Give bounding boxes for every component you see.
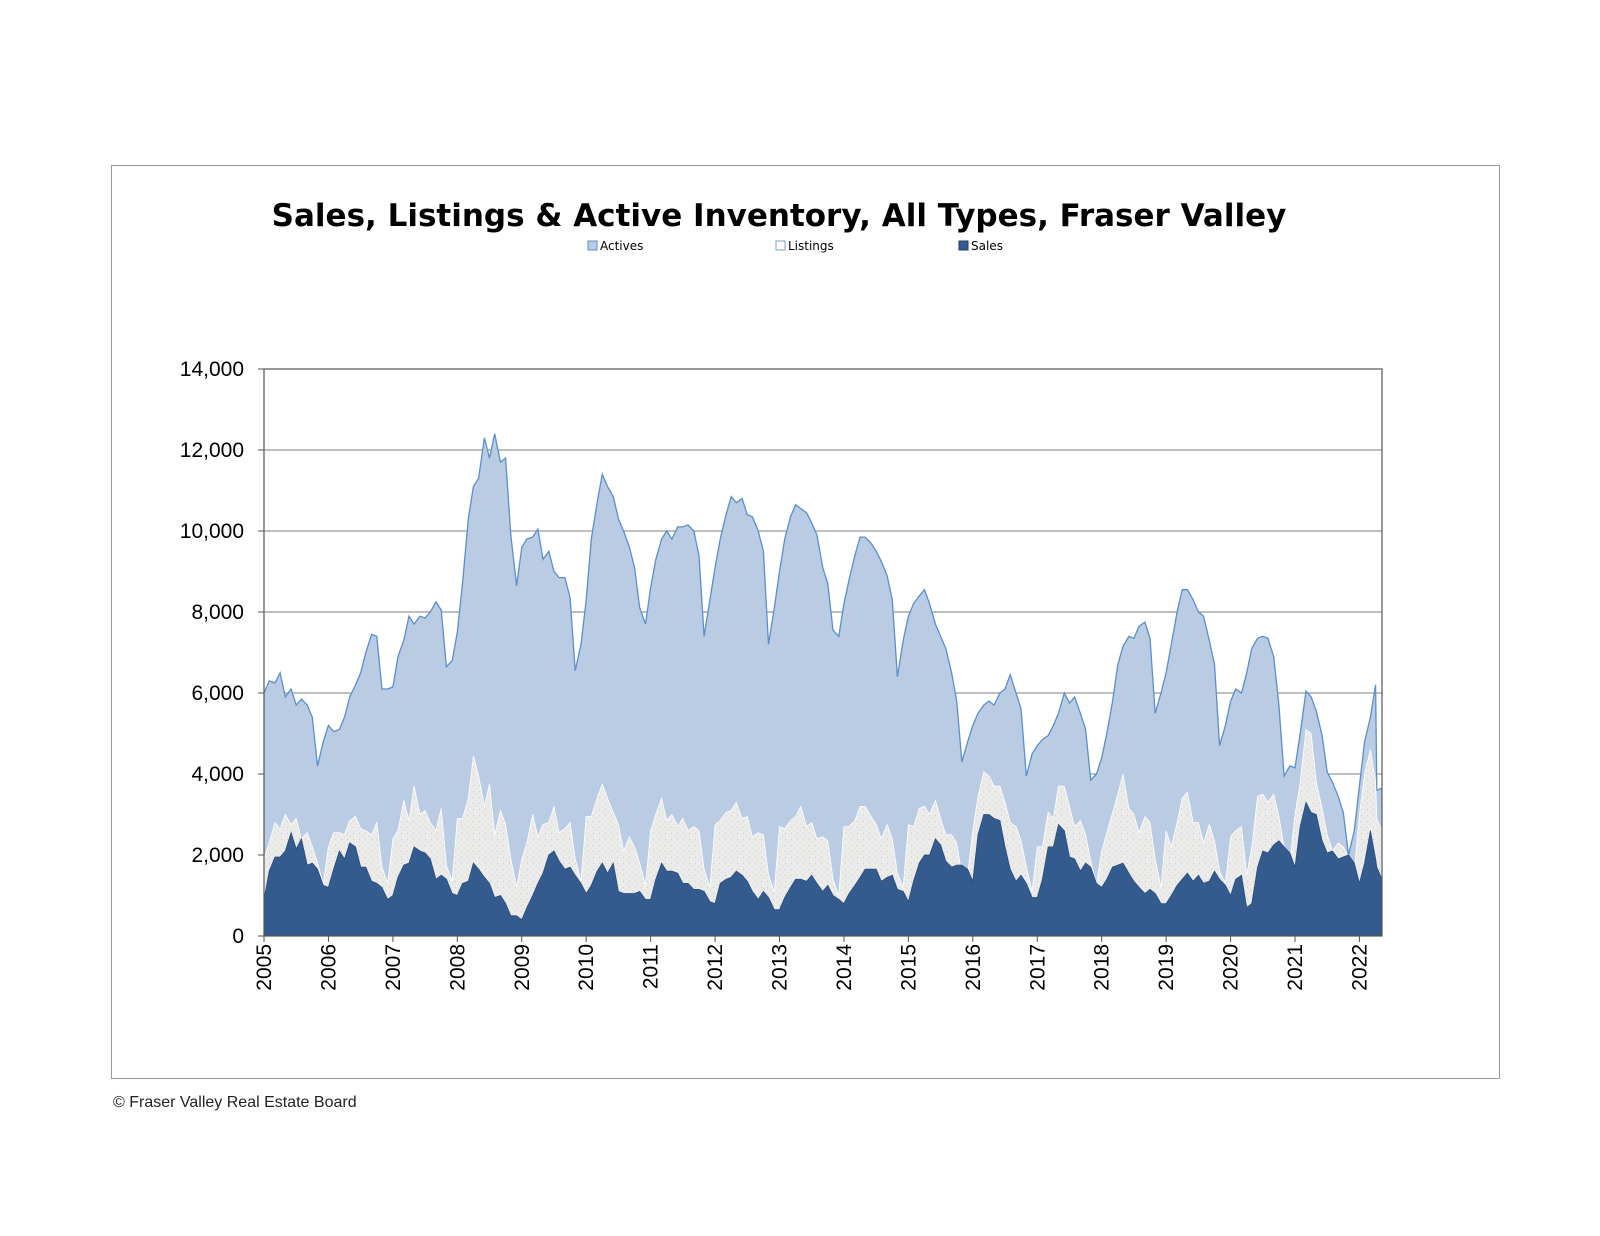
x-tick-label-7: 2012 (704, 944, 727, 991)
x-tick-label-13: 2018 (1091, 944, 1114, 991)
x-tick-label-4: 2009 (511, 944, 534, 991)
legend-label-actives: Actives (600, 239, 643, 253)
y-tick-label-2: 4,000 (191, 763, 244, 786)
x-tick-label-8: 2013 (769, 944, 792, 991)
x-tick-label-3: 2008 (446, 944, 469, 991)
y-tick-label-3: 6,000 (191, 682, 244, 705)
x-axis: 2005 2006 2007 2008 2009 2010 2011 2012 2013 2014… (253, 936, 1371, 991)
y-tick-label-0: 0 (232, 925, 244, 948)
x-tick-label-14: 2019 (1155, 944, 1178, 991)
series-area-sales-line (263, 801, 1383, 921)
x-tick-label-10: 2015 (897, 944, 920, 991)
y-tick-label-4: 8,000 (191, 601, 244, 624)
x-tick-label-11: 2016 (962, 944, 985, 991)
x-tick-label-5: 2010 (575, 944, 598, 991)
legend: Actives Listings Sales (587, 239, 1003, 253)
y-tick-label-1: 2,000 (191, 844, 244, 867)
y-tick-label-7: 14,000 (180, 358, 244, 381)
x-tick-label-12: 2017 (1026, 944, 1049, 991)
x-tick-label-15: 2020 (1220, 944, 1243, 991)
x-tick-label-1: 2006 (317, 944, 340, 991)
x-tick-label-9: 2014 (833, 944, 856, 991)
y-tick-label-6: 12,000 (180, 439, 244, 462)
legend-swatch-listings (775, 240, 786, 251)
legend-swatch-sales (958, 240, 969, 251)
x-tick-label-6: 2011 (640, 944, 663, 989)
x-tick-label-17: 2022 (1348, 944, 1371, 991)
series-area-listings-line (263, 728, 1383, 896)
chart-title: Sales, Listings & Active Inventory, All … (272, 198, 1287, 234)
chart-frame: Sales, Listings & Active Inventory, All … (111, 165, 1500, 1079)
series-area-sales (264, 802, 1382, 936)
copyright-text: © Fraser Valley Real Estate Board (113, 1094, 357, 1111)
x-tick-label-0: 2005 (253, 944, 276, 991)
x-tick-label-2: 2007 (382, 944, 405, 991)
legend-label-sales: Sales (971, 239, 1003, 253)
x-tick-label-16: 2021 (1284, 944, 1307, 991)
series-area-actives-line (263, 433, 1383, 856)
y-tick-label-5: 10,000 (180, 520, 244, 543)
series-areas (263, 433, 1383, 936)
plot-border (263, 368, 1383, 937)
chart-svg: Sales, Listings & Active Inventory, All … (180, 198, 1383, 991)
legend-label-listings: Listings (788, 239, 834, 253)
y-axis: 0 2,000 4,000 6,000 8,000 10,000 12,000 14,000 (180, 358, 264, 948)
legend-swatch-actives (587, 240, 598, 251)
